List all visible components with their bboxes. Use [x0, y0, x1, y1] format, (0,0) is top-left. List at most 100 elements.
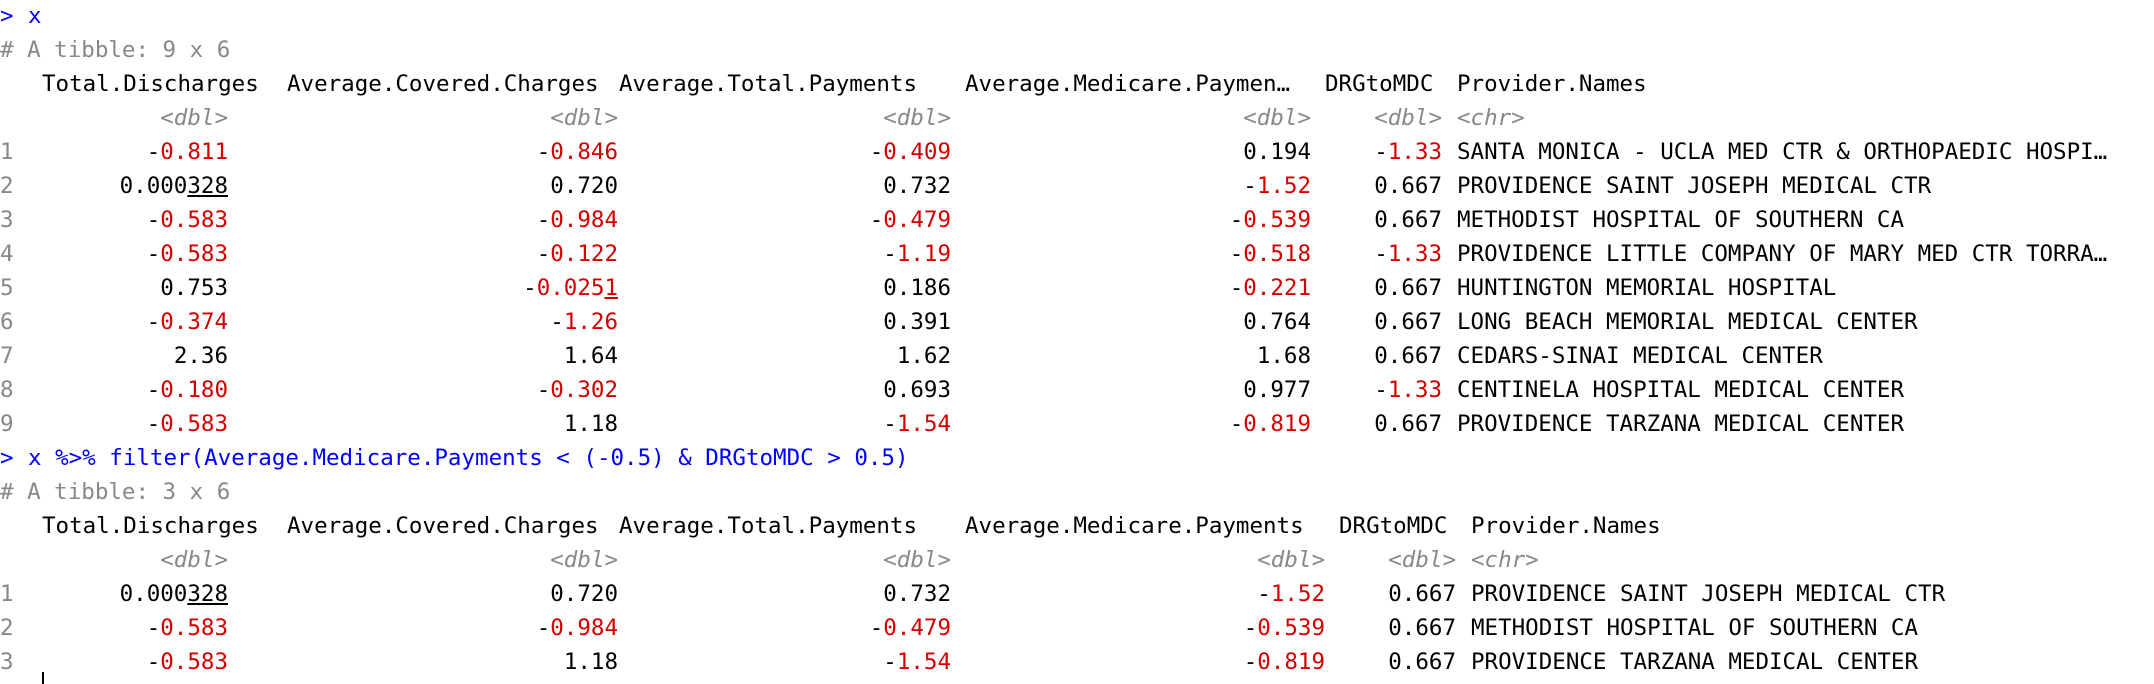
numeric-cell: -0.819: [1230, 407, 1311, 441]
minus-sign: -: [146, 241, 161, 267]
numeric-cell: 0.194: [1243, 135, 1311, 169]
value-digits: 1.54: [896, 411, 951, 437]
minus-sign: -: [146, 207, 161, 233]
value-digits: 0.180: [160, 377, 228, 403]
value-digits: 0.764: [1243, 309, 1311, 335]
table-row: 8 -0.180 -0.302 0.693 0.977 -1.33 CENTINELA HO…: [0, 373, 2154, 407]
numeric-cell: -0.539: [1230, 203, 1311, 237]
block1-header-row: Total.Discharges Average.Covered.Charges A…: [0, 67, 2154, 101]
block2-description: # A tibble: 3 x 6: [0, 479, 231, 505]
table-row: 1 -0.811 -0.846 -0.409 0.194 -1.33 SANTA MONIC…: [0, 135, 2154, 169]
column-header: Provider.Names: [1471, 513, 1661, 539]
value-digits: 1.62: [896, 343, 951, 369]
column-header: Provider.Names: [1457, 71, 1647, 97]
column-header: DRGtoMDC: [1325, 71, 1434, 97]
minus-sign: -: [1243, 173, 1257, 199]
value-digits: 0.409: [883, 139, 951, 165]
minus-sign: -: [883, 411, 897, 437]
value-digits: 0.977: [1243, 377, 1311, 403]
value-digits: 0.846: [550, 139, 618, 165]
numeric-cell: 0.732: [883, 577, 951, 611]
minus-sign: -: [1374, 139, 1388, 165]
numeric-cell: 1.18: [564, 407, 618, 441]
row-index: 6: [0, 309, 14, 335]
column-header: Total.Discharges: [42, 71, 259, 97]
value-digits: 1.18: [563, 411, 618, 437]
value-digits: 0.194: [1243, 139, 1311, 165]
minus-sign: -: [146, 649, 161, 675]
block2-header-row: Total.Discharges Average.Covered.Charges A…: [0, 509, 2154, 543]
value-digits: 1.18: [563, 649, 618, 675]
block2-type-row: <dbl> <dbl> <dbl> <dbl> <dbl> <chr>: [0, 543, 2154, 577]
numeric-cell: -1.52: [1257, 577, 1325, 611]
provider-name-cell: HUNTINGTON MEMORIAL HOSPITAL: [1457, 275, 1837, 301]
minus-sign: -: [1374, 241, 1388, 267]
minus-sign: -: [146, 615, 161, 641]
value-digits: 0.479: [883, 615, 951, 641]
minus-sign: -: [536, 139, 551, 165]
numeric-cell: -0.811: [147, 135, 228, 169]
value-digits: 0.819: [1257, 649, 1325, 675]
value-digits: 0.539: [1243, 207, 1311, 233]
column-type: <dbl>: [1243, 105, 1311, 131]
numeric-cell: -1.19: [883, 237, 951, 271]
value-trailing-digits: 1: [604, 275, 618, 301]
numeric-cell: 0.667: [1374, 203, 1442, 237]
value-digits: 0.693: [883, 377, 951, 403]
value-digits: 0.583: [160, 207, 228, 233]
minus-sign: -: [869, 615, 884, 641]
numeric-cell: 0.977: [1243, 373, 1311, 407]
numeric-cell: -0.984: [537, 611, 618, 645]
value-digits: 1.54: [896, 649, 951, 675]
numeric-cell: 0.732: [883, 169, 951, 203]
minus-sign: -: [1374, 377, 1388, 403]
table-row: 4 -0.583 -0.122 -1.19 -0.518 -1.33 PROVIDENCE …: [0, 237, 2154, 271]
command-text[interactable]: x %>% filter(Average.Medicare.Payments <…: [28, 445, 909, 471]
value-digits: 0.984: [550, 615, 618, 641]
row-index: 2: [0, 173, 14, 199]
table-row: 2 0.000328 0.720 0.732 -1.52 0.667 PROVIDENCE …: [0, 169, 2154, 203]
value-digits: 0.732: [883, 581, 951, 607]
minus-sign: -: [146, 411, 161, 437]
value-digits: 0.667: [1388, 615, 1456, 641]
numeric-cell: -0.479: [870, 203, 951, 237]
column-header: DRGtoMDC: [1339, 513, 1448, 539]
value-digits: 0.720: [550, 581, 618, 607]
column-type: <dbl>: [550, 105, 618, 131]
numeric-cell: -1.54: [883, 645, 951, 679]
row-index: 8: [0, 377, 14, 403]
value-digits: 0.122: [550, 241, 618, 267]
value-digits: 1.64: [563, 343, 618, 369]
value-digits: 1.19: [896, 241, 951, 267]
numeric-cell: 2.36: [174, 339, 228, 373]
value-digits: 0.667: [1374, 275, 1442, 301]
numeric-cell: 0.000328: [120, 169, 228, 203]
minus-sign: -: [536, 241, 551, 267]
column-type: <dbl>: [1388, 547, 1456, 573]
column-type: <dbl>: [160, 105, 228, 131]
command-text[interactable]: x: [28, 3, 42, 29]
value-digits: 0.667: [1388, 581, 1456, 607]
column-type: <dbl>: [160, 547, 228, 573]
value-digits: 0.391: [883, 309, 951, 335]
value-digits: 0.479: [883, 207, 951, 233]
numeric-cell: 1.18: [564, 645, 618, 679]
row-index: 4: [0, 241, 14, 267]
row-index: 1: [0, 581, 14, 607]
table-row: 2 -0.583 -0.984 -0.479 -0.539 0.667 METHODIST …: [0, 611, 2154, 645]
value-digits: 0.667: [1374, 173, 1442, 199]
numeric-cell: -0.583: [147, 611, 228, 645]
numeric-cell: 0.667: [1374, 271, 1442, 305]
provider-name-cell: LONG BEACH MEMORIAL MEDICAL CENTER: [1457, 309, 1918, 335]
value-digits: 1.68: [1256, 343, 1311, 369]
cmd2-line: > x %>% filter(Average.Medicare.Payments …: [0, 441, 2154, 475]
value-digits: 0.583: [160, 411, 228, 437]
column-type: <dbl>: [1374, 105, 1442, 131]
value-digits: 0.583: [160, 615, 228, 641]
column-type: <dbl>: [550, 547, 618, 573]
minus-sign: -: [1243, 649, 1258, 675]
value-digits: 0.186: [883, 275, 951, 301]
numeric-cell: 0.667: [1388, 645, 1456, 679]
value-digits: 0.000: [119, 581, 188, 607]
